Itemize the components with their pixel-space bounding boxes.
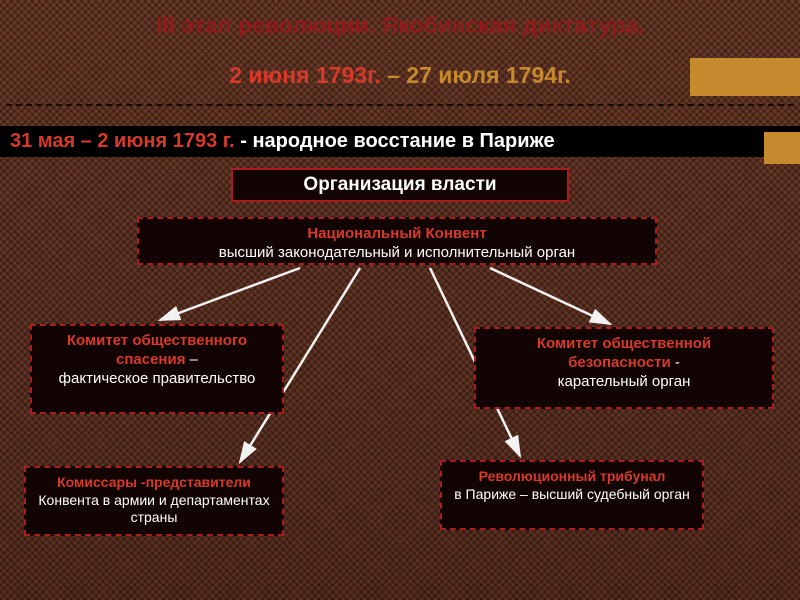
title-line1: III этап революции. Якобинская диктатура…: [0, 12, 800, 39]
box-commissars: Комиссары -представители Конвента в арми…: [24, 466, 284, 536]
l2-red: Комиссары -представители: [57, 474, 251, 490]
l1-white: фактическое правительство: [59, 370, 256, 387]
l2-white: Конвента в армии и департаментах страны: [38, 492, 269, 526]
event-banner: 31 мая – 2 июня 1793 г. - народное восст…: [0, 126, 800, 157]
title-line1-text: III этап революции. Якобинская диктатура…: [156, 12, 645, 38]
dashed-divider: [6, 104, 794, 106]
box-committee-salvation: Комитет общественного спасения – фактиче…: [30, 324, 284, 414]
l1-red: Комитет общественного спасения: [67, 332, 247, 368]
l1-sep: –: [185, 351, 198, 368]
title2-orange: – 27 июля 1794г.: [381, 62, 571, 88]
banner-white: - народное восстание в Париже: [235, 130, 555, 152]
title-line2: 2 июня 1793г. – 27 июля 1794г.: [0, 62, 800, 89]
convent-box: Национальный Конвент высший законодатель…: [137, 217, 657, 265]
r1-white: карательный орган: [558, 373, 691, 390]
box-tribunal: Революционный трибунал в Париже – высший…: [440, 460, 704, 530]
org-header-text: Организация власти: [303, 173, 496, 197]
convent-white: высший законодательный и исполнительный …: [219, 244, 575, 261]
box-committee-security: Комитет общественной безопасности - кара…: [474, 327, 774, 409]
r1-red: Комитет общественной безопасности: [537, 335, 711, 371]
banner-red: 31 мая – 2 июня 1793 г.: [10, 130, 235, 152]
convent-red: Национальный Конвент: [307, 225, 486, 242]
r2-white: в Париже – высший судебный орган: [454, 486, 690, 502]
r2-red: Революционный трибунал: [479, 468, 666, 484]
slide-root: III этап революции. Якобинская диктатура…: [0, 0, 800, 600]
r1-sep: -: [671, 354, 680, 371]
title2-red: 2 июня 1793г.: [229, 62, 381, 88]
orange-accent-2: [764, 132, 800, 164]
org-header-box: Организация власти: [231, 168, 569, 202]
